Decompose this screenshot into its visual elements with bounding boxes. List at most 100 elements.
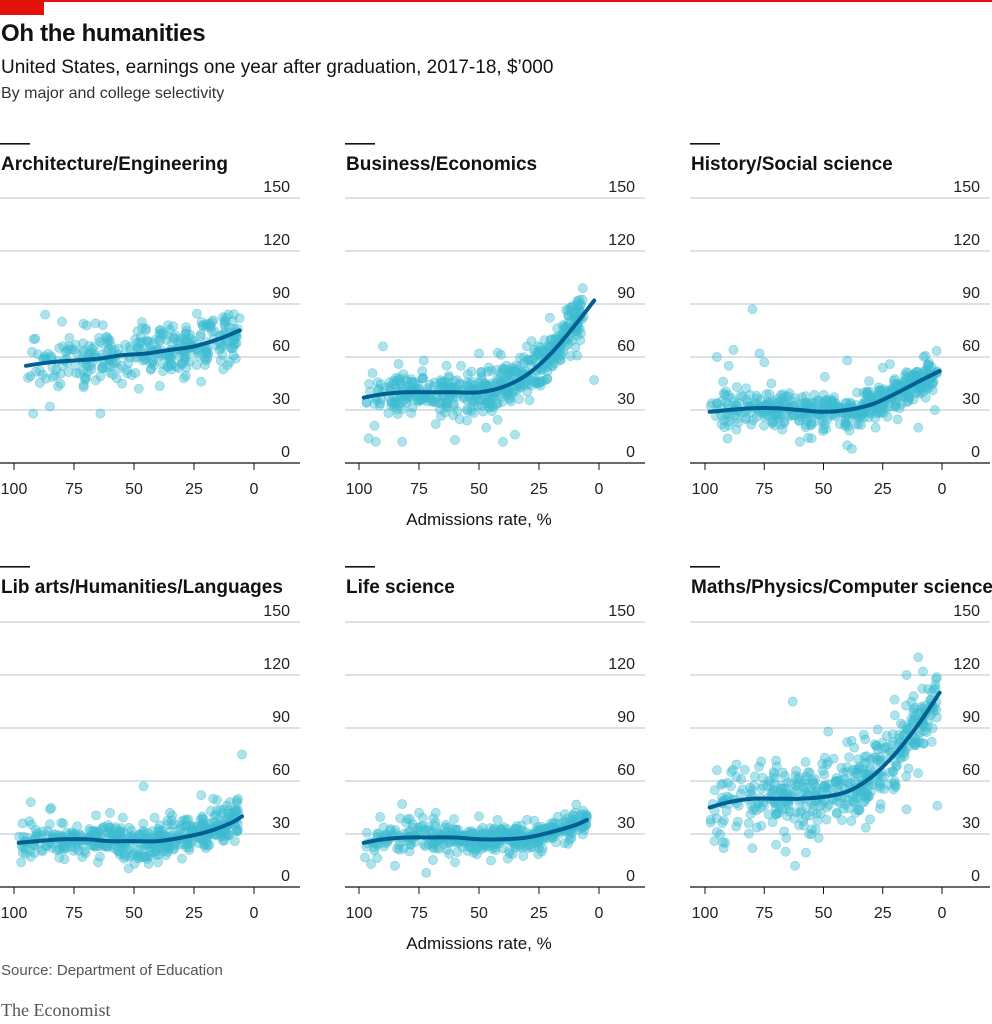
data-point xyxy=(589,375,600,385)
data-point xyxy=(930,405,940,415)
data-point xyxy=(524,355,534,366)
data-point xyxy=(872,724,883,735)
data-point xyxy=(64,332,75,343)
data-point xyxy=(138,829,149,840)
x-axis-title: Admissions rate, % xyxy=(406,934,552,953)
data-point xyxy=(486,855,496,866)
data-point xyxy=(97,363,108,374)
data-point xyxy=(397,799,408,809)
y-tick-label: 120 xyxy=(953,232,980,249)
data-point xyxy=(854,413,865,423)
data-point xyxy=(546,334,556,345)
data-point xyxy=(575,335,586,346)
data-point xyxy=(40,309,51,320)
data-point xyxy=(875,803,885,814)
data-point xyxy=(45,819,55,830)
data-point xyxy=(474,377,485,388)
data-point xyxy=(890,710,900,721)
x-tick-label: 50 xyxy=(815,481,833,498)
data-point xyxy=(741,383,752,394)
data-point xyxy=(870,413,881,423)
data-point xyxy=(791,786,802,796)
data-point xyxy=(705,817,716,828)
x-tick-label: 100 xyxy=(346,481,373,498)
data-point xyxy=(207,326,218,337)
data-point xyxy=(571,799,582,810)
y-tick-label: 120 xyxy=(608,656,635,673)
y-tick-label: 30 xyxy=(272,391,290,408)
data-point xyxy=(234,313,245,323)
data-point xyxy=(767,418,778,429)
x-tick-label: 25 xyxy=(185,905,203,922)
data-point xyxy=(931,345,942,356)
data-point xyxy=(417,373,428,384)
y-tick-label: 60 xyxy=(272,338,290,355)
data-point xyxy=(397,436,408,447)
data-point xyxy=(456,360,466,371)
data-point xyxy=(786,410,797,421)
data-point xyxy=(756,756,767,767)
data-point xyxy=(45,401,55,412)
y-tick-label: 30 xyxy=(617,391,635,408)
data-point xyxy=(122,368,132,378)
data-point xyxy=(169,840,180,851)
x-tick-label: 25 xyxy=(874,481,892,498)
data-point xyxy=(78,318,89,329)
data-point xyxy=(901,670,912,680)
x-tick-label: 100 xyxy=(692,905,719,922)
data-point xyxy=(747,304,758,315)
data-point xyxy=(932,672,942,682)
data-point xyxy=(66,344,77,355)
y-tick-label: 90 xyxy=(962,709,980,726)
panel-2: Business/Economics 0 30 60 90 120 150 100 75 50 25… xyxy=(345,143,645,529)
data-point xyxy=(79,345,89,356)
x-tick-label: 50 xyxy=(125,905,143,922)
x-tick-label: 0 xyxy=(938,905,947,922)
y-tick-label: 0 xyxy=(971,868,980,885)
data-point xyxy=(366,859,376,869)
data-point xyxy=(149,812,160,823)
data-point xyxy=(885,359,895,369)
data-point xyxy=(908,691,919,702)
data-point xyxy=(208,315,219,326)
publisher-logo: The Economist xyxy=(1,1000,111,1020)
data-point xyxy=(63,367,74,377)
brand-red-tab xyxy=(0,0,44,15)
data-point xyxy=(716,419,727,429)
data-point xyxy=(889,694,900,705)
data-point xyxy=(452,847,463,857)
data-point xyxy=(117,812,128,823)
y-tick-label: 120 xyxy=(263,232,290,249)
data-point xyxy=(232,824,243,835)
data-point xyxy=(800,757,811,767)
data-point xyxy=(378,341,388,352)
data-point xyxy=(787,696,798,707)
data-point xyxy=(196,376,207,387)
data-point xyxy=(54,343,65,353)
data-point xyxy=(430,419,441,429)
data-point xyxy=(483,362,494,373)
data-point xyxy=(913,652,924,663)
data-point xyxy=(174,351,185,362)
data-point xyxy=(406,376,417,387)
data-point xyxy=(892,414,903,425)
data-point xyxy=(524,395,535,405)
data-point xyxy=(53,381,63,392)
data-point xyxy=(546,818,556,829)
data-point xyxy=(575,300,586,311)
data-point xyxy=(55,368,66,379)
data-point xyxy=(502,853,513,864)
data-point xyxy=(712,765,722,776)
data-point xyxy=(819,371,830,382)
data-point xyxy=(178,373,189,384)
data-point xyxy=(901,373,912,384)
x-tick-label: 25 xyxy=(874,905,892,922)
data-point xyxy=(864,376,874,386)
data-point xyxy=(466,366,477,377)
data-point xyxy=(159,841,170,851)
x-tick-label: 25 xyxy=(185,481,203,498)
data-point xyxy=(418,355,429,366)
data-point xyxy=(106,345,117,356)
x-tick-label: 75 xyxy=(755,905,773,922)
data-point xyxy=(542,373,553,384)
